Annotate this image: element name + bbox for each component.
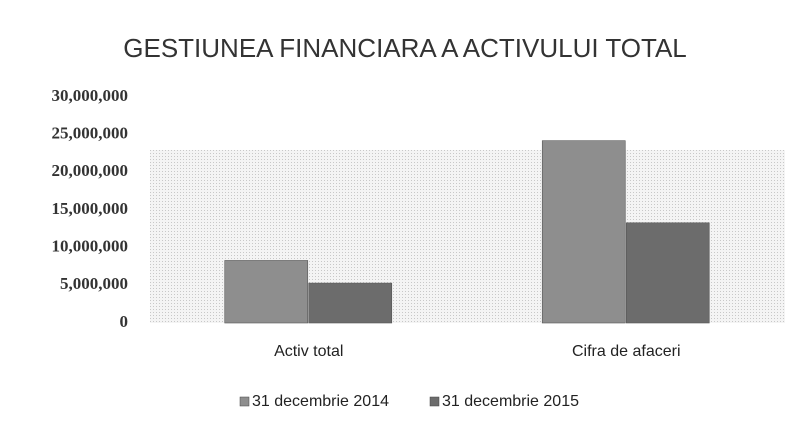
chart-title: GESTIUNEA FINANCIARA A ACTIVULUI TOTAL (123, 33, 687, 63)
y-tick-label: 30,000,000 (52, 86, 129, 105)
legend-swatch (429, 396, 440, 407)
y-tick-label: 20,000,000 (52, 161, 129, 180)
x-tick-label: Cifra de afaceri (572, 343, 681, 360)
legend-swatch (239, 396, 250, 407)
y-tick-label: 10,000,000 (52, 237, 129, 256)
bar (541, 140, 626, 324)
bar (625, 222, 710, 324)
legend-label: 31 decembrie 2015 (442, 393, 579, 410)
bar (224, 260, 309, 324)
y-tick-label: 5,000,000 (60, 274, 128, 293)
legend-label: 31 decembrie 2014 (252, 393, 389, 410)
y-tick-label: 25,000,000 (52, 124, 129, 143)
y-tick-label: 0 (120, 312, 129, 331)
bar (308, 282, 393, 324)
y-tick-label: 15,000,000 (52, 199, 129, 218)
x-tick-label: Activ total (274, 343, 343, 360)
